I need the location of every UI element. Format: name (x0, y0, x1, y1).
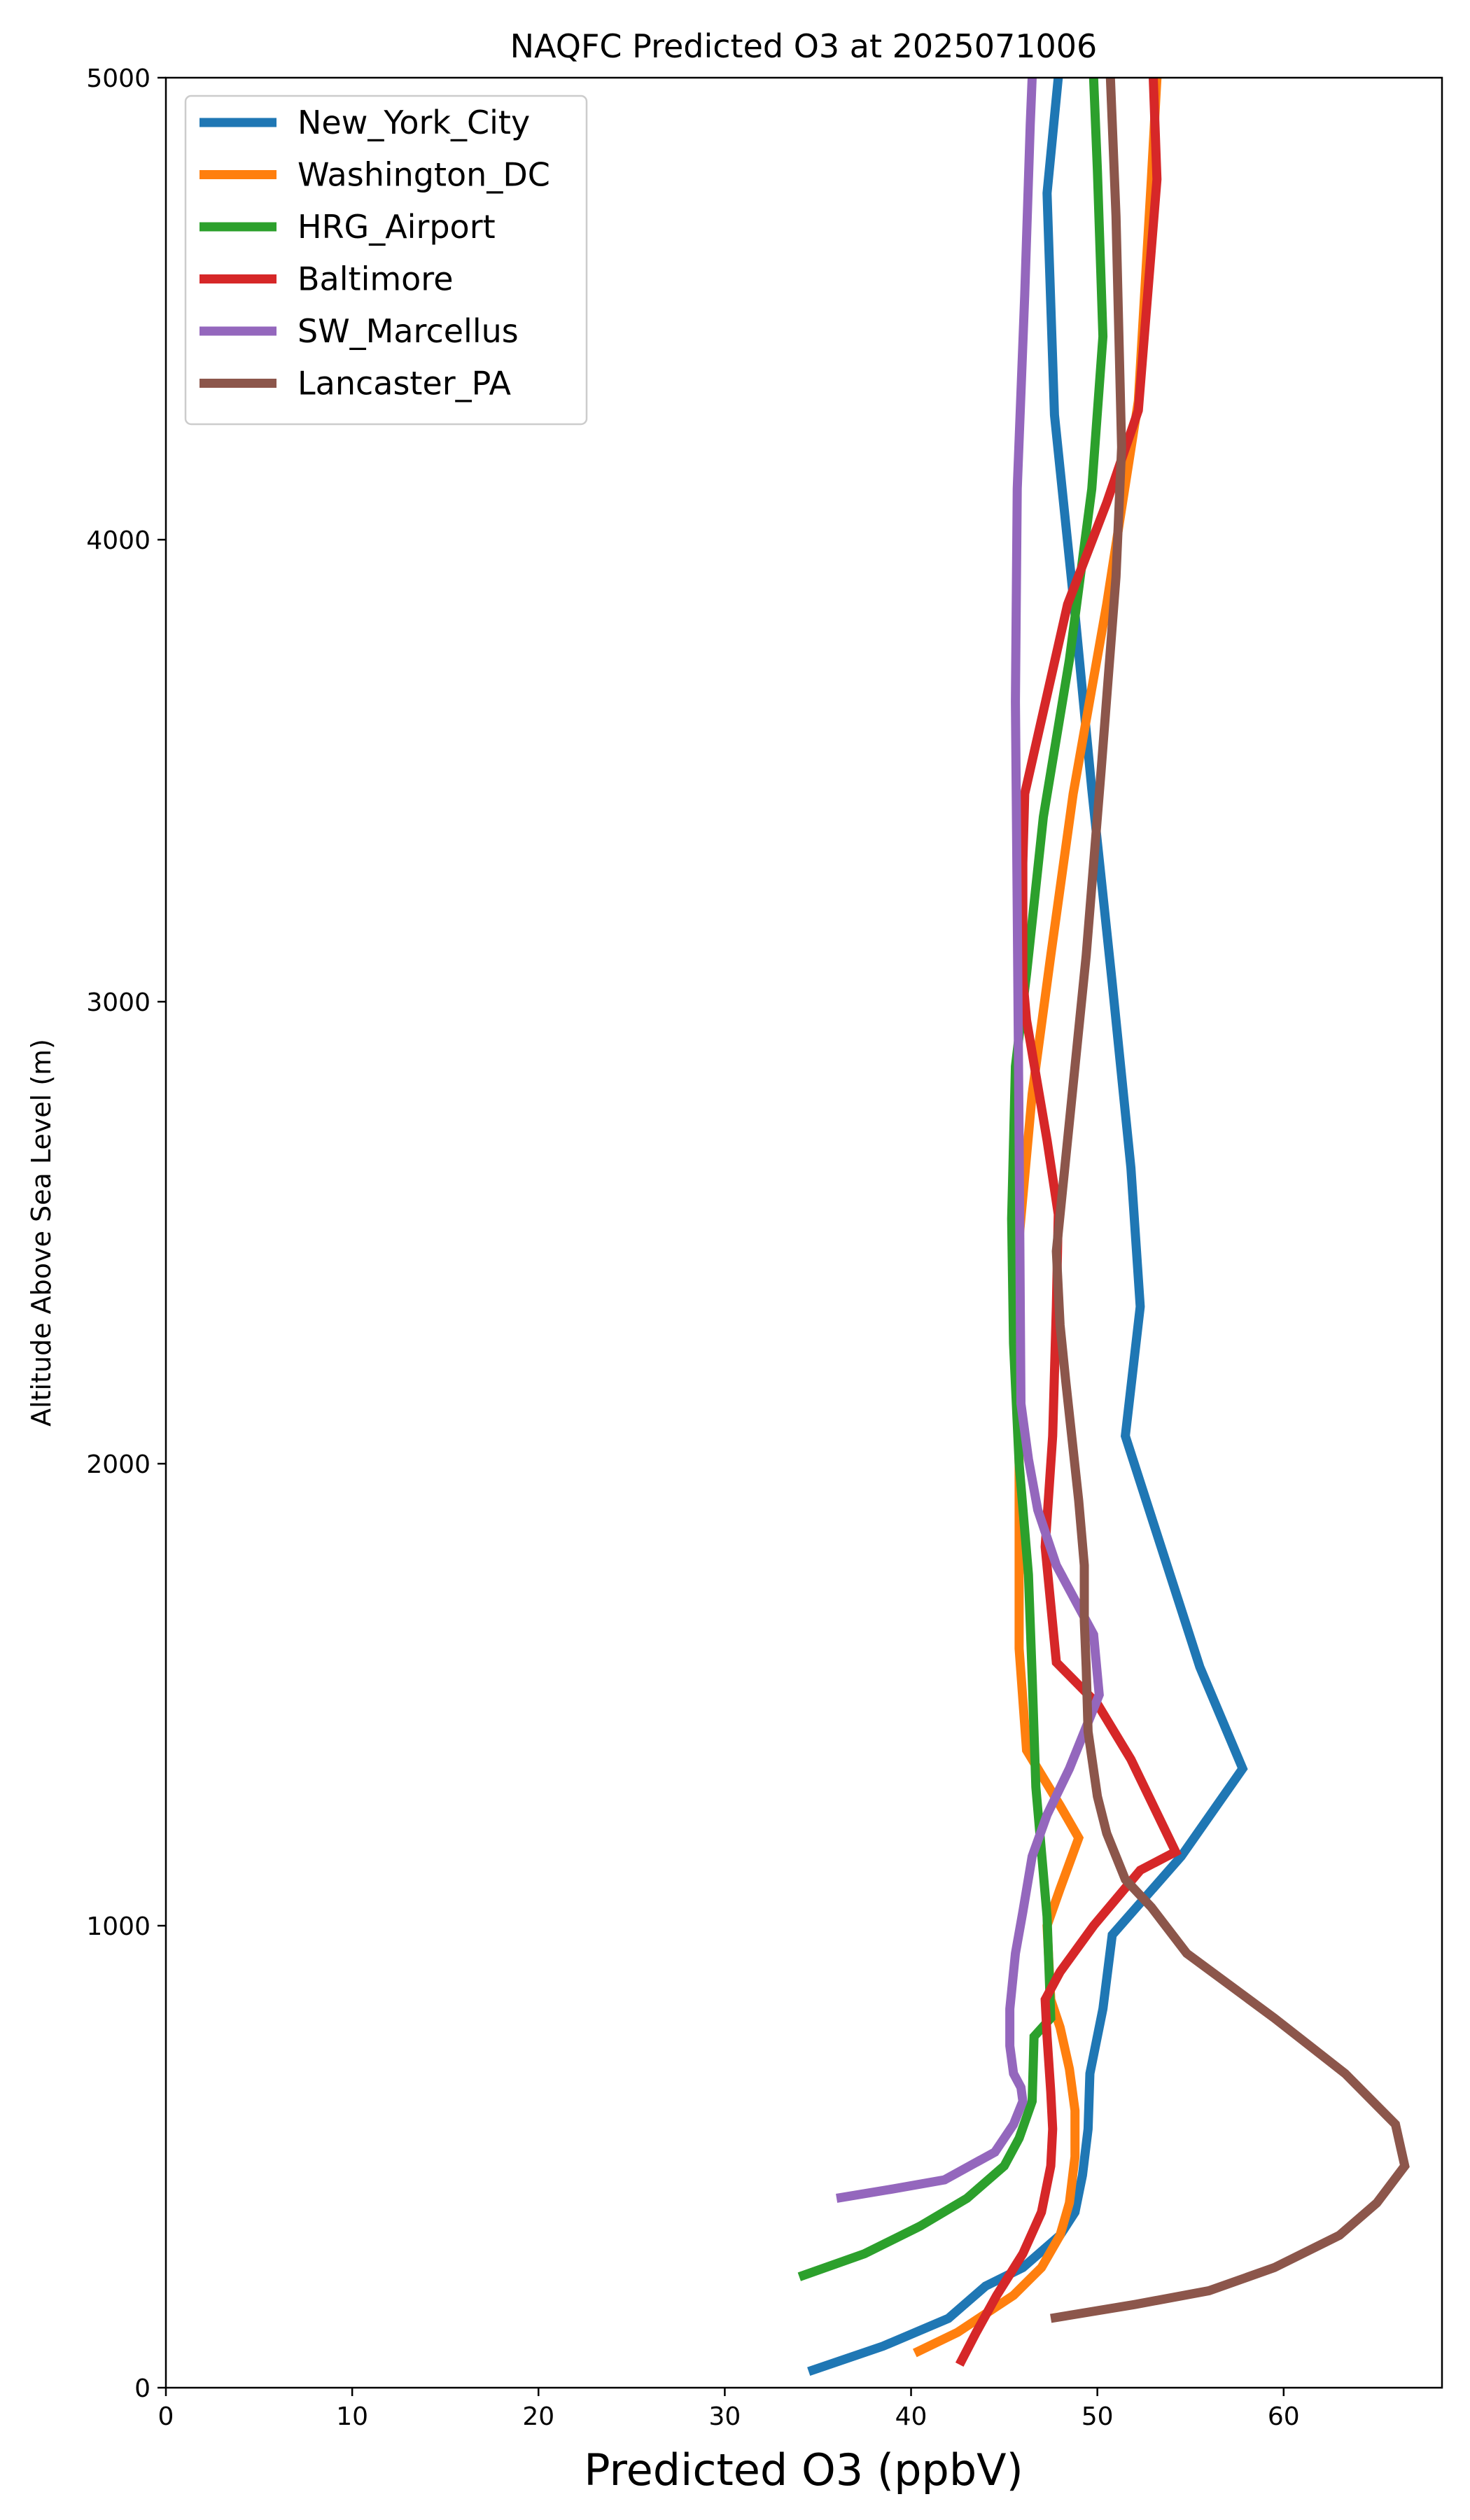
legend: New_York_City Washington_DC HRG_Airport Bal… (184, 94, 588, 426)
x-tick-label: 10 (336, 2402, 368, 2431)
legend-label: HRG_Airport (298, 208, 496, 246)
series-line-hrg-airport (797, 77, 1108, 2281)
legend-label: Lancaster_PA (298, 365, 511, 402)
axes-frame (164, 76, 1443, 2389)
x-tick-label: 40 (895, 2402, 927, 2431)
y-tick-label: 5000 (86, 64, 150, 93)
legend-label: Baltimore (298, 260, 454, 298)
y-tick-label: 3000 (86, 988, 150, 1017)
y-tick-label: 1000 (86, 1912, 150, 1941)
legend-label: Washington_DC (298, 156, 550, 194)
y-axis-ticks: 0 1000 2000 3000 4000 5000 (86, 64, 166, 2403)
chart-title: NAQFC Predicted O3 at 2025071006 (510, 27, 1098, 65)
legend-box (184, 94, 588, 426)
y-tick-label: 4000 (86, 526, 150, 555)
x-tick-label: 50 (1082, 2402, 1114, 2431)
series-line-sw-marcellus (836, 77, 1104, 2203)
legend-label: SW_Marcellus (298, 312, 519, 350)
legend-label: New_York_City (298, 104, 530, 141)
x-tick-label: 60 (1268, 2402, 1300, 2431)
x-tick-label: 0 (158, 2402, 174, 2431)
series-line-lancaster-pa (1050, 77, 1410, 2323)
x-axis-label: Predicted O3 (ppbV) (584, 2444, 1023, 2496)
plot-area (797, 77, 1410, 2376)
x-tick-label: 30 (708, 2402, 741, 2431)
x-axis-ticks: 0 10 20 30 40 50 60 (158, 2388, 1300, 2431)
y-axis-label: Altitude Above Sea Level (m) (26, 1039, 57, 1427)
y-tick-label: 0 (134, 2374, 150, 2403)
x-tick-label: 20 (522, 2402, 554, 2431)
y-tick-label: 2000 (86, 1450, 150, 1479)
series-line-washington-dc (912, 77, 1162, 2358)
